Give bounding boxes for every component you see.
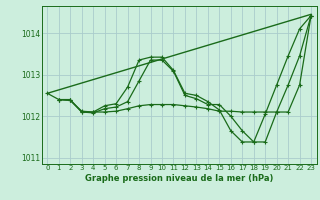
X-axis label: Graphe pression niveau de la mer (hPa): Graphe pression niveau de la mer (hPa) xyxy=(85,174,273,183)
